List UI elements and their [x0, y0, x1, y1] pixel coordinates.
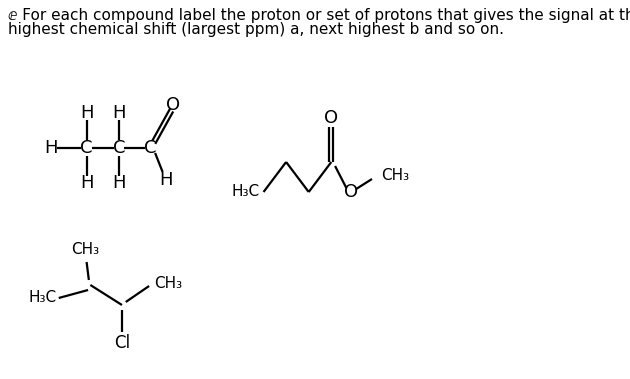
Text: H₃C: H₃C — [232, 185, 260, 199]
Text: CH₃: CH₃ — [154, 277, 183, 291]
Text: H: H — [80, 104, 93, 122]
Text: Cl: Cl — [114, 334, 130, 352]
Text: C: C — [113, 139, 125, 157]
Text: H: H — [45, 139, 58, 157]
Text: C: C — [144, 139, 157, 157]
Text: C: C — [81, 139, 93, 157]
Text: highest chemical shift (largest ppm) a, next highest b and so on.: highest chemical shift (largest ppm) a, … — [8, 22, 503, 37]
Text: CH₃: CH₃ — [381, 169, 409, 183]
Text: H: H — [112, 104, 126, 122]
Text: H₃C: H₃C — [28, 290, 57, 305]
Text: O: O — [344, 183, 358, 201]
Text: CH₃: CH₃ — [71, 241, 99, 257]
Text: H: H — [159, 171, 173, 189]
Text: O: O — [166, 96, 180, 114]
Text: H: H — [80, 174, 93, 192]
Text: O: O — [324, 109, 338, 127]
Text: H: H — [112, 174, 126, 192]
Text: ⅇ For each compound label the proton or set of protons that gives the signal at : ⅇ For each compound label the proton or … — [8, 8, 630, 23]
